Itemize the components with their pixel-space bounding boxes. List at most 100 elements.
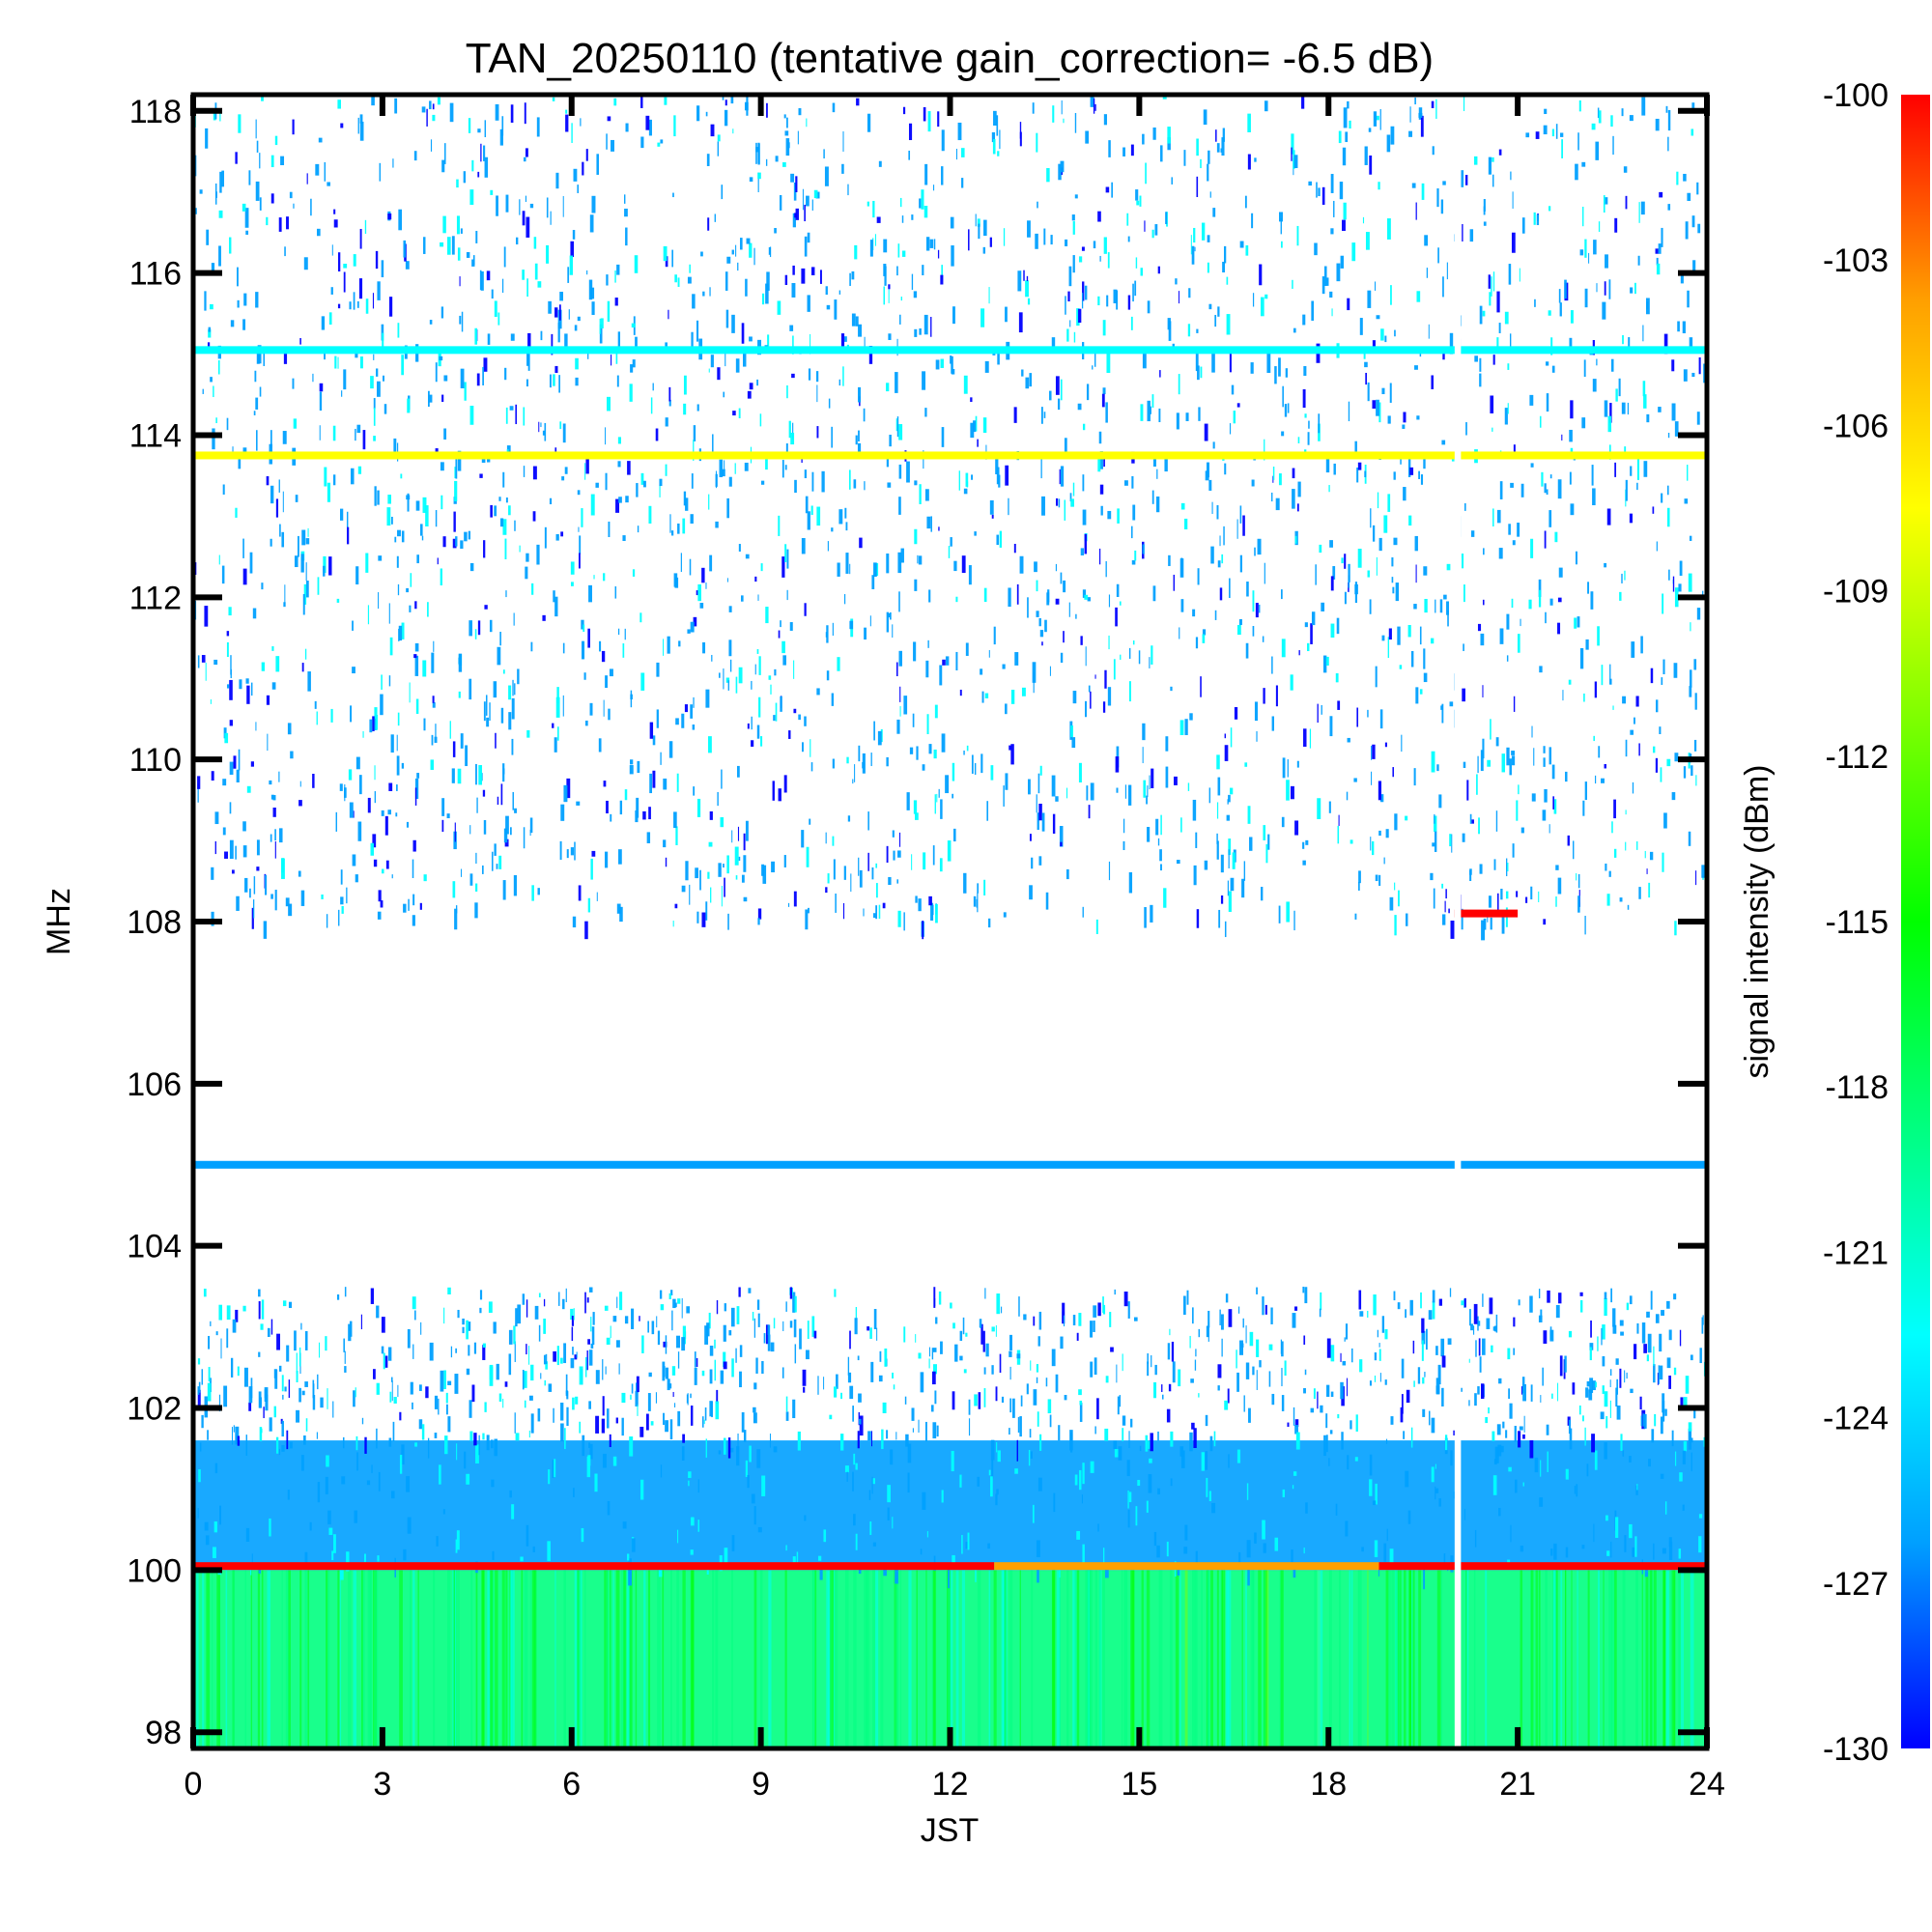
heatmap-cell xyxy=(965,1332,968,1337)
heatmap-cell xyxy=(678,640,681,647)
heatmap-cell xyxy=(325,1476,328,1494)
heatmap-cell xyxy=(456,179,459,188)
heatmap-cell xyxy=(1496,1424,1501,1435)
heatmap-cell xyxy=(838,379,841,386)
heatmap-cell xyxy=(389,1391,392,1403)
heatmap-cell xyxy=(259,386,262,397)
heatmap-cell xyxy=(242,821,246,832)
heatmap-cell xyxy=(711,654,713,662)
heatmap-cell xyxy=(1326,1384,1330,1397)
heatmap-cell xyxy=(1450,1450,1453,1466)
heatmap-cell xyxy=(1076,1332,1079,1341)
heatmap-cell xyxy=(1170,686,1173,692)
heatmap-cell xyxy=(1551,128,1555,137)
heatmap-cell xyxy=(210,1321,212,1326)
heatmap-cell xyxy=(1139,1445,1142,1452)
heatmap-cell xyxy=(665,1335,668,1354)
heatmap-cell xyxy=(847,815,851,822)
heatmap-cell xyxy=(873,721,875,741)
heatmap-cell xyxy=(1679,560,1683,576)
heatmap-cell xyxy=(1226,314,1231,335)
heatmap-cell xyxy=(1605,863,1607,871)
heatmap-cell xyxy=(344,1366,347,1373)
heatmap-cell xyxy=(616,264,620,275)
heatmap-cell xyxy=(482,1345,486,1360)
heatmap-cell xyxy=(1367,1570,1369,1748)
heatmap-cell xyxy=(1571,1570,1573,1748)
heatmap-cell xyxy=(1183,518,1188,530)
heatmap-cell xyxy=(739,1371,742,1388)
heatmap-cell xyxy=(1087,597,1091,602)
heatmap-cell xyxy=(1118,1446,1122,1461)
heatmap-cell xyxy=(281,1444,285,1452)
heatmap-cell xyxy=(1690,1570,1694,1748)
heatmap-cell xyxy=(599,640,602,652)
heatmap-cell xyxy=(1321,276,1325,295)
heatmap-cell xyxy=(1488,156,1492,175)
heatmap-cell xyxy=(1477,755,1479,774)
heatmap-cell xyxy=(804,603,807,616)
heatmap-cell xyxy=(214,811,219,825)
heatmap-cell xyxy=(1325,277,1329,286)
heatmap-cell xyxy=(1147,300,1151,314)
heatmap-cell xyxy=(371,97,375,106)
heatmap-cell xyxy=(1278,357,1281,377)
heatmap-cell xyxy=(786,589,788,601)
heatmap-cell xyxy=(1329,716,1333,737)
heatmap-cell xyxy=(244,877,248,893)
heatmap-cell xyxy=(1302,314,1306,326)
heatmap-cell xyxy=(534,263,538,280)
heatmap-cell xyxy=(1432,146,1435,156)
heatmap-cell xyxy=(1264,1304,1267,1315)
heatmap-cell xyxy=(484,156,489,178)
heatmap-cell xyxy=(1207,235,1210,242)
heatmap-cell xyxy=(1578,1405,1581,1415)
heatmap-cell xyxy=(1075,613,1077,619)
heatmap-cell xyxy=(499,631,501,646)
heatmap-cell xyxy=(1211,1502,1216,1514)
heatmap-cell xyxy=(1061,99,1063,115)
heatmap-cell xyxy=(602,1359,604,1380)
heatmap-cell xyxy=(366,1480,371,1486)
heatmap-cell xyxy=(1346,791,1349,801)
heatmap-cell xyxy=(229,237,232,254)
heatmap-cell xyxy=(869,1521,872,1535)
heatmap-cell xyxy=(1063,118,1065,124)
heatmap-cell xyxy=(900,1570,902,1748)
heatmap-cell xyxy=(903,912,905,931)
heatmap-cell xyxy=(1446,563,1451,571)
heatmap-cell xyxy=(1479,373,1482,387)
heatmap-cell xyxy=(1691,372,1695,378)
heatmap-cell xyxy=(1142,352,1147,369)
heatmap-cell xyxy=(681,1337,686,1351)
signal-segment xyxy=(193,346,1707,355)
heatmap-cell xyxy=(1132,640,1135,645)
heatmap-cell xyxy=(1174,776,1178,785)
heatmap-cell xyxy=(301,1390,305,1396)
heatmap-cell xyxy=(1308,181,1312,186)
y-tick-label: 104 xyxy=(127,1229,182,1265)
heatmap-cell xyxy=(760,563,763,572)
heatmap-cell xyxy=(701,567,705,583)
heatmap-cell xyxy=(858,1411,860,1426)
heatmap-cell xyxy=(514,683,516,696)
heatmap-cell xyxy=(289,1441,293,1449)
heatmap-cell xyxy=(332,425,336,441)
heatmap-cell xyxy=(361,1570,363,1748)
heatmap-cell xyxy=(1533,212,1536,225)
heatmap-cell xyxy=(1639,1396,1642,1410)
heatmap-cell xyxy=(1507,363,1510,370)
heatmap-cell xyxy=(204,606,209,627)
heatmap-cell xyxy=(690,704,694,719)
heatmap-cell xyxy=(744,462,749,471)
heatmap-cell xyxy=(464,531,468,542)
heatmap-cell xyxy=(853,1514,856,1526)
heatmap-cell xyxy=(1160,814,1162,836)
heatmap-cell xyxy=(1520,827,1524,834)
heatmap-cell xyxy=(1128,1492,1132,1502)
heatmap-cell xyxy=(1293,155,1298,169)
heatmap-cell xyxy=(258,1351,261,1357)
heatmap-cell xyxy=(1165,736,1169,752)
heatmap-cell xyxy=(588,1442,591,1449)
heatmap-cell xyxy=(403,1548,407,1561)
